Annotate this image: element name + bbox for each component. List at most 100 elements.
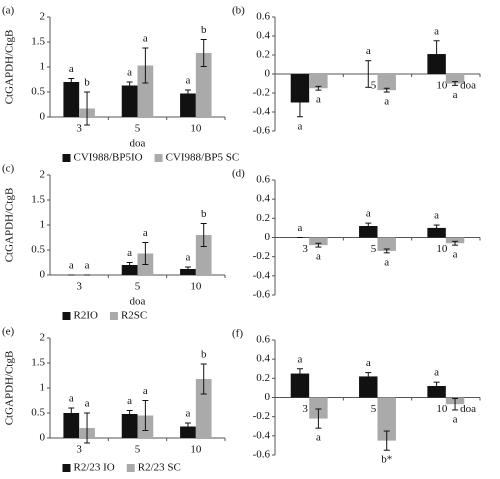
y-tick-label: -0.2	[253, 87, 270, 99]
significance-label: b*	[381, 454, 392, 466]
significance-label: a	[69, 393, 74, 405]
significance-label: a	[143, 33, 148, 45]
significance-label: a	[434, 210, 439, 222]
bar	[377, 74, 396, 91]
panel-label: (b)	[232, 5, 245, 17]
x-tick-label: 3	[76, 123, 82, 135]
significance-label: b	[201, 208, 207, 220]
bar	[359, 376, 378, 398]
significance-label: a	[69, 63, 74, 75]
y-tick-label: -0.6	[253, 125, 271, 137]
x-tick-label: 10	[436, 243, 448, 255]
bar	[121, 265, 138, 275]
significance-label: a	[143, 227, 148, 239]
y-tick-label: 0.4	[256, 30, 270, 42]
x-tick-label: 3	[76, 444, 82, 456]
bar	[137, 65, 154, 117]
bar	[445, 74, 465, 84]
bar	[195, 235, 212, 275]
significance-label: a	[434, 367, 439, 379]
y-tick-label: -0.4	[253, 269, 271, 281]
y-axis-label: CtGAPDH/CtgB	[4, 30, 16, 105]
significance-label: b	[201, 24, 207, 36]
y-tick-label: -0.4	[253, 106, 271, 118]
bar	[121, 414, 138, 438]
y-tick-label: -0.2	[253, 410, 270, 422]
significance-label: a	[143, 385, 148, 397]
bar	[63, 82, 80, 117]
y-tick-label: 2	[40, 169, 46, 181]
x-tick-label: 3	[302, 403, 308, 415]
y-tick-label: 0.2	[256, 49, 270, 61]
y-tick-label: 0.5	[31, 86, 45, 98]
significance-label: a	[69, 260, 74, 272]
significance-label: a	[316, 94, 321, 106]
y-tick-label: 0.6	[256, 11, 270, 23]
y-tick-label: 0	[40, 432, 46, 444]
y-tick-label: 2	[40, 332, 46, 344]
y-tick-label: 1	[40, 61, 46, 73]
bar	[377, 237, 396, 251]
bar	[63, 413, 80, 438]
legend-label: R2IO	[74, 310, 99, 322]
y-tick-label: 1.5	[31, 357, 45, 369]
y-tick-label: 0	[265, 391, 271, 403]
y-tick-label: 1.5	[31, 36, 45, 48]
legend-swatch	[62, 464, 71, 472]
significance-label: a	[297, 120, 302, 132]
y-tick-label: 2	[40, 11, 46, 23]
significance-label: a	[453, 249, 458, 261]
bar	[180, 269, 196, 275]
legend-swatch	[126, 464, 135, 472]
y-tick-label: -0.6	[253, 289, 271, 301]
legend-label: R2SC	[121, 310, 147, 322]
x-tick-label: 10	[436, 80, 448, 92]
x-axis-label: doa	[460, 403, 476, 415]
bar	[377, 397, 396, 441]
legend-swatch	[109, 312, 118, 320]
y-tick-label: 1.5	[31, 194, 45, 206]
significance-label: b	[84, 77, 90, 89]
panel-label: (c)	[2, 163, 15, 175]
y-tick-label: 0.2	[256, 372, 270, 384]
panel-label: (e)	[2, 326, 15, 338]
significance-label: a	[366, 357, 371, 369]
legend-label: R2/23 SC	[138, 462, 181, 474]
legend-swatch	[62, 312, 71, 320]
bar	[309, 237, 328, 246]
y-tick-label: 1	[40, 382, 46, 394]
bar	[180, 426, 196, 438]
significance-label: a	[127, 247, 132, 259]
y-tick-label: 0	[40, 111, 46, 123]
significance-label: a	[297, 353, 302, 365]
x-tick-label: 3	[76, 281, 82, 293]
panel-label: (d)	[232, 168, 245, 180]
significance-label: a	[453, 413, 458, 425]
y-tick-label: 0	[265, 68, 271, 80]
bar	[195, 53, 212, 117]
x-axis-label: doa	[460, 80, 476, 92]
x-tick-label: 5	[135, 281, 141, 293]
bar	[195, 379, 212, 438]
x-tick-label: 3	[302, 243, 308, 255]
significance-label: a	[453, 89, 458, 101]
x-tick-label: 10	[190, 281, 202, 293]
x-axis-label: doa	[130, 138, 146, 150]
significance-label: a	[384, 256, 389, 268]
significance-label: a	[316, 432, 321, 444]
significance-label: b	[201, 349, 207, 361]
y-tick-label: 0.5	[31, 407, 45, 419]
significance-label: a	[366, 45, 371, 57]
y-tick-label: 0.2	[256, 212, 270, 224]
x-axis-label: doa	[130, 296, 146, 308]
x-tick-label: 5	[371, 243, 377, 255]
y-tick-label: 0.6	[256, 334, 270, 346]
x-tick-label: 5	[135, 123, 141, 135]
significance-label: a	[127, 395, 132, 407]
bar	[180, 93, 196, 117]
significance-label: a	[85, 260, 90, 272]
x-tick-label: 10	[190, 123, 202, 135]
y-tick-label: 1	[40, 219, 46, 231]
y-tick-label: 0.4	[256, 353, 270, 365]
legend-label: CVI988/BP5IO	[74, 152, 143, 164]
